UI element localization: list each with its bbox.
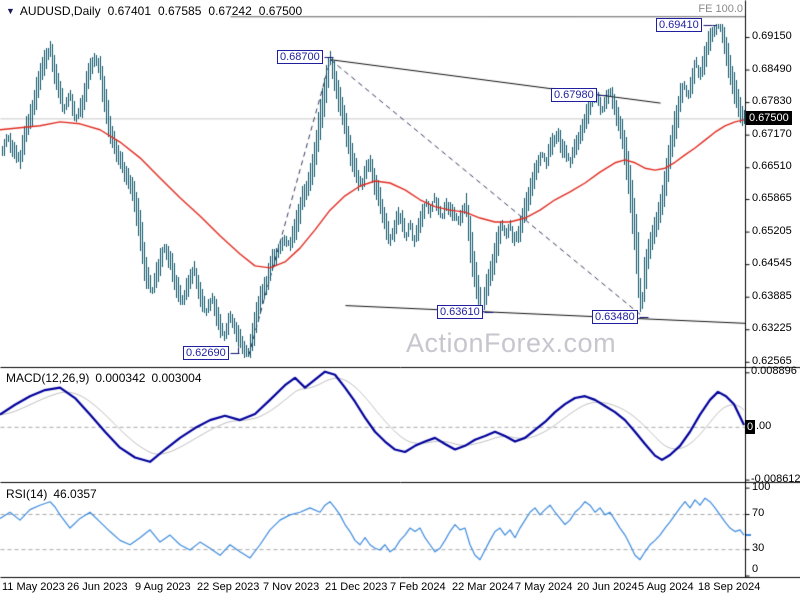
macd-zero-badge: 0 <box>745 419 756 434</box>
rsi-value: 46.0357 <box>53 487 97 501</box>
price-callout: 0.67980 <box>551 88 597 102</box>
macd-zero-label: .00 <box>756 419 772 432</box>
macd-main-value: 0.000342 <box>95 371 146 385</box>
date-axis-label: 9 Aug 2023 <box>135 581 191 593</box>
bar-low-value: 0.67242 <box>208 4 252 18</box>
price-axis-tick: 0.62565 <box>752 354 792 367</box>
price-callout: 0.62690 <box>183 346 229 360</box>
rsi-axis-tick: 70 <box>752 506 765 519</box>
bar-open-value: 0.67401 <box>107 4 151 18</box>
date-axis-label: 7 Feb 2024 <box>390 581 446 593</box>
price-callout: 0.63610 <box>437 305 483 319</box>
date-axis-label: 7 Nov 2023 <box>263 581 320 593</box>
date-axis-label: 22 Sep 2023 <box>197 581 260 593</box>
date-axis-label: 21 Dec 2023 <box>325 581 388 593</box>
bar-high-value: 0.67585 <box>158 4 202 18</box>
rsi-axis-tick: 100 <box>752 480 771 493</box>
bar-close-value: 0.67500 <box>258 4 303 18</box>
price-axis-tick: 0.65205 <box>752 224 792 237</box>
price-callout: 0.63480 <box>592 310 638 324</box>
watermark-text: ActionForex.com <box>406 328 617 358</box>
triangle-down-icon: ▼ <box>6 6 15 16</box>
price-axis-tick: 0.69150 <box>752 29 792 42</box>
date-axis-label: 7 May 2024 <box>515 581 573 593</box>
date-axis-label: 5 Aug 2024 <box>638 581 694 593</box>
date-axis-label: 22 Mar 2024 <box>452 581 514 593</box>
price-axis-tick: 0.63225 <box>752 322 792 335</box>
price-callout: 0.69410 <box>656 18 702 32</box>
symbol-header: ▼ AUDUSD,Daily 0.67401 0.67585 0.67242 0.6750… <box>6 4 302 18</box>
date-axis-label: 20 Jun 2024 <box>577 581 638 593</box>
price-axis-tick: 0.66510 <box>752 160 792 173</box>
price-axis-tick: 0.64545 <box>752 257 792 270</box>
rsi-axis-tick: 30 <box>752 542 765 555</box>
date-axis-label: 18 Sep 2024 <box>698 581 761 593</box>
current-price-badge: 0.67500 <box>746 111 792 126</box>
price-axis-tick: 0.67170 <box>752 127 792 140</box>
macd-axis-tick: 0.008896 <box>751 365 797 378</box>
price-callout: 0.68700 <box>277 50 323 64</box>
symbol-timeframe-label: AUDUSD,Daily <box>19 4 101 18</box>
macd-title: MACD(12,26,9) <box>6 371 90 385</box>
fib-extension-label: FE 100.0 <box>698 3 743 15</box>
macd-axis-tick: -0.008612 <box>751 472 800 485</box>
macd-header: MACD(12,26,9) 0.000342 0.003004 <box>6 371 202 385</box>
price-axis-tick: 0.65865 <box>752 192 792 205</box>
rsi-axis-tick: 0 <box>752 563 759 575</box>
price-axis-tick: 0.68490 <box>752 62 792 75</box>
date-axis-label: 26 Jun 2023 <box>67 581 128 593</box>
date-axis-label: 11 May 2023 <box>2 581 65 593</box>
price-axis-tick: 0.67830 <box>752 95 792 108</box>
price-axis-tick: 0.63885 <box>752 289 792 302</box>
rsi-title: RSI(14) <box>6 487 48 501</box>
rsi-header: RSI(14) 46.0357 <box>6 487 97 501</box>
macd-signal-value: 0.003004 <box>151 371 202 385</box>
